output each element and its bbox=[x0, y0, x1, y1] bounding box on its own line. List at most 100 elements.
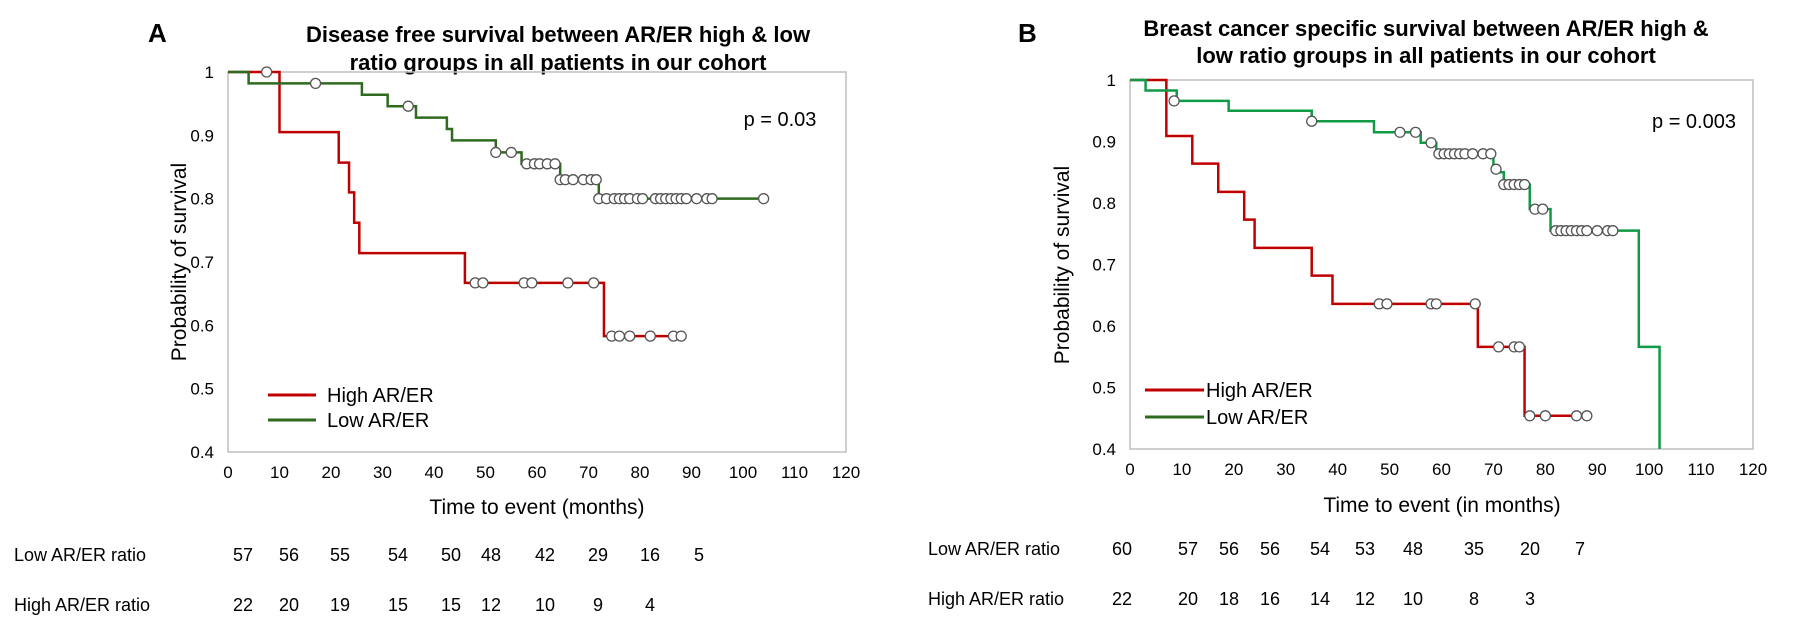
censor-mark-low bbox=[1467, 148, 1479, 160]
risk-count: 56 bbox=[1260, 539, 1280, 559]
risk-count: 14 bbox=[1310, 589, 1330, 609]
x-tick-label: 90 bbox=[682, 463, 701, 482]
risk-count: 12 bbox=[1355, 589, 1375, 609]
y-axis-label-b: Probability of survival bbox=[1051, 166, 1074, 364]
x-tick-label: 20 bbox=[1224, 460, 1243, 479]
x-tick-label: 30 bbox=[1276, 460, 1295, 479]
censor-mark-low bbox=[1537, 203, 1549, 215]
censor-mark-low bbox=[567, 174, 579, 186]
censor-mark-high bbox=[613, 330, 626, 342]
risk-count: 15 bbox=[441, 595, 461, 615]
censor-mark-high bbox=[588, 277, 600, 289]
x-axis-label-b: Time to event (in months) bbox=[1323, 494, 1560, 517]
panel-letter-b: B bbox=[1018, 18, 1037, 48]
x-tick-label: 40 bbox=[1328, 460, 1347, 479]
y-tick-label: 0.7 bbox=[1092, 256, 1116, 275]
censor-mark-low bbox=[1168, 95, 1180, 107]
censor-mark-low bbox=[680, 193, 692, 205]
censor-mark-low bbox=[1518, 178, 1531, 191]
chart-title-a-line-1: Disease free survival between AR/ER high… bbox=[306, 22, 811, 47]
censor-mark-low bbox=[1607, 225, 1619, 237]
risk-count: 29 bbox=[588, 545, 608, 565]
x-tick-label: 10 bbox=[1172, 460, 1191, 479]
censor-mark-low bbox=[636, 193, 649, 205]
legend-label-low-b: Low AR/ER bbox=[1206, 407, 1308, 429]
censor-mark-low bbox=[309, 77, 322, 90]
series-layer-b bbox=[1130, 78, 1661, 449]
censor-mark-low bbox=[1409, 126, 1422, 138]
panel-letter-a: A bbox=[148, 18, 167, 48]
risk-table-b: Low AR/ER ratio High AR/ER ratio 60 57 56 5… bbox=[928, 539, 1585, 609]
censor-mark-low bbox=[1306, 115, 1318, 127]
chart-title-b-line-2: low ratio groups in all patients in our … bbox=[1196, 43, 1656, 68]
risk-count: 53 bbox=[1355, 539, 1375, 559]
risk-count: 8 bbox=[1469, 589, 1479, 609]
x-tick-label: 80 bbox=[631, 463, 650, 482]
risk-count: 48 bbox=[481, 545, 501, 565]
y-tick-label: 0.5 bbox=[190, 380, 214, 399]
y-tick-label: 0.4 bbox=[190, 443, 214, 462]
x-axis-b: 0 10 20 30 40 50 60 70 80 90 100 110 120 bbox=[1125, 460, 1767, 479]
censor-mark-high bbox=[675, 330, 687, 342]
censor-mark-high bbox=[477, 277, 489, 289]
censor-mark-high bbox=[624, 330, 636, 342]
censor-mark-high bbox=[1430, 298, 1442, 310]
risk-count: 4 bbox=[645, 595, 655, 615]
x-axis-a: 0 10 20 30 40 50 60 70 80 90 100 110 120 bbox=[223, 463, 860, 482]
risk-count: 16 bbox=[640, 545, 660, 565]
risk-count: 20 bbox=[1178, 589, 1198, 609]
y-tick-label: 1 bbox=[1107, 71, 1116, 90]
chart-title-a-line-2: ratio groups in all patients in our coho… bbox=[350, 50, 767, 75]
risk-count: 18 bbox=[1219, 589, 1239, 609]
plot-frame-a bbox=[227, 71, 847, 453]
risk-count: 10 bbox=[1403, 589, 1423, 609]
legend-a: High AR/ER Low AR/ER bbox=[268, 385, 434, 432]
risk-row-label-high-a: High AR/ER ratio bbox=[14, 595, 150, 615]
km-curve-high bbox=[1130, 78, 1587, 418]
y-tick-label: 0.9 bbox=[190, 126, 214, 145]
risk-count: 22 bbox=[233, 595, 253, 615]
panel-a: A Disease free survival between AR/ER hi… bbox=[14, 18, 860, 615]
y-axis-a: 0.4 0.5 0.6 0.7 0.8 0.9 1 bbox=[190, 63, 214, 462]
censor-mark-low bbox=[402, 100, 414, 112]
risk-count: 56 bbox=[279, 545, 299, 565]
risk-count: 9 bbox=[593, 595, 603, 615]
risk-count: 10 bbox=[535, 595, 555, 615]
risk-count: 50 bbox=[441, 545, 461, 565]
x-axis-label-a: Time to event (months) bbox=[429, 496, 644, 519]
risk-values-b: 60 57 56 56 54 53 48 35 20 7 22 20 18 16 14 12 10 8 3 bbox=[1112, 539, 1585, 609]
censor-mark-low bbox=[691, 193, 703, 205]
risk-count: 54 bbox=[1310, 539, 1330, 559]
censor-mark-high bbox=[1513, 341, 1526, 353]
y-tick-label: 0.8 bbox=[190, 190, 214, 209]
censor-mark-low bbox=[1591, 225, 1603, 237]
x-tick-label: 40 bbox=[425, 463, 444, 482]
legend-label-high-b: High AR/ER bbox=[1206, 380, 1313, 402]
risk-count: 15 bbox=[388, 595, 408, 615]
panel-b: B Breast cancer specific survival betwee… bbox=[928, 16, 1767, 609]
censor-mark-low bbox=[590, 174, 602, 186]
risk-count: 19 bbox=[330, 595, 350, 615]
p-value-a: p = 0.03 bbox=[744, 109, 817, 131]
x-tick-label: 120 bbox=[832, 463, 860, 482]
x-tick-label: 100 bbox=[729, 463, 757, 482]
censor-mark-low bbox=[706, 193, 718, 205]
y-axis-b: 0.4 0.5 0.6 0.7 0.8 0.9 1 bbox=[1092, 71, 1116, 459]
risk-count: 56 bbox=[1219, 539, 1239, 559]
x-tick-label: 60 bbox=[528, 463, 547, 482]
censor-mark-low bbox=[490, 146, 502, 159]
x-tick-label: 70 bbox=[1484, 460, 1503, 479]
x-tick-label: 30 bbox=[373, 463, 392, 482]
km-curve-high bbox=[228, 70, 687, 338]
x-tick-label: 80 bbox=[1536, 460, 1555, 479]
y-tick-label: 0.9 bbox=[1092, 133, 1116, 152]
x-tick-label: 70 bbox=[579, 463, 598, 482]
risk-count: 20 bbox=[279, 595, 299, 615]
x-tick-label: 0 bbox=[1125, 460, 1134, 479]
risk-count: 12 bbox=[481, 595, 501, 615]
censor-mark-high bbox=[1581, 410, 1593, 422]
risk-count: 5 bbox=[694, 545, 704, 565]
risk-row-label-low-b: Low AR/ER ratio bbox=[928, 539, 1060, 559]
censor-mark-high bbox=[1492, 341, 1505, 353]
